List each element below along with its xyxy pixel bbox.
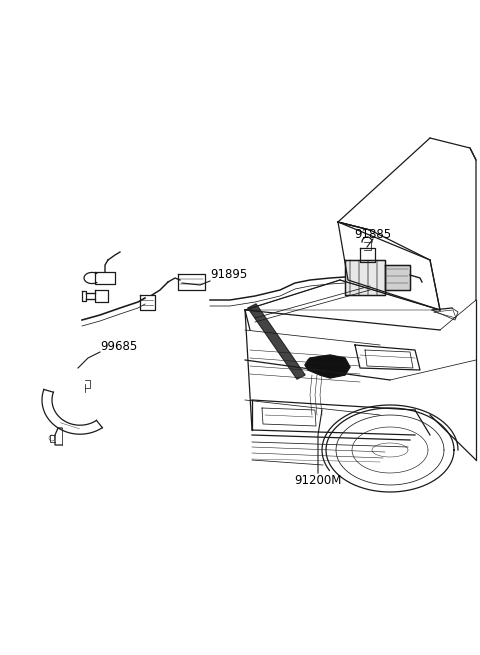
Text: 91200M: 91200M (294, 474, 342, 487)
Polygon shape (305, 355, 350, 378)
Text: 91885: 91885 (354, 227, 392, 240)
Text: 99685: 99685 (100, 339, 137, 352)
Text: 91895: 91895 (210, 269, 247, 282)
Polygon shape (385, 265, 410, 290)
Polygon shape (248, 304, 305, 379)
Polygon shape (345, 260, 385, 295)
